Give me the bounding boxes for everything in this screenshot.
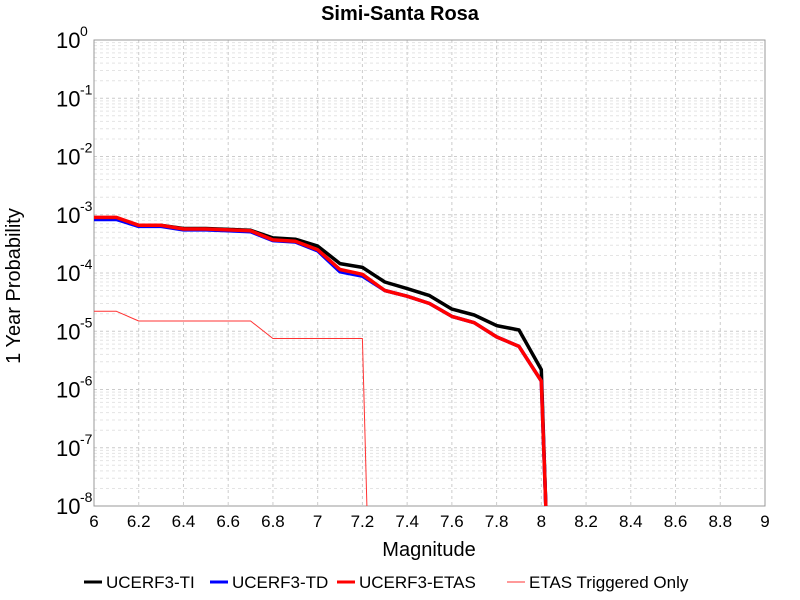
x-axis-ticks: 6 6.2 6.4 6.6 6.8 7 7.2 7.4 7.6 7.8 8 8.2 8.4 8.6 8.8 9 (89, 512, 769, 531)
x-tick-label: 6.4 (172, 512, 196, 531)
x-tick-label: 7.6 (440, 512, 464, 531)
legend-label: ETAS Triggered Only (529, 573, 689, 592)
y-tick-label: 10 -5 (56, 314, 93, 344)
y-tick-base: 10 (56, 261, 80, 286)
y-tick-base: 10 (56, 145, 80, 170)
legend-item: ETAS Triggered Only (507, 573, 689, 592)
x-tick-label: 6.8 (261, 512, 285, 531)
y-tick-label: 10 -4 (56, 256, 93, 286)
grid-minor (94, 42, 765, 489)
y-tick-exponent: -1 (80, 81, 93, 97)
y-tick-exponent: -8 (80, 489, 93, 505)
x-tick-label: 8.6 (664, 512, 688, 531)
y-tick-base: 10 (56, 378, 80, 403)
x-tick-label: 7.4 (395, 512, 419, 531)
y-tick-exponent: -6 (80, 373, 93, 389)
series-layer (94, 215, 548, 507)
grid-major (93, 39, 766, 507)
legend-item: UCERF3-TI (84, 573, 195, 592)
y-tick-base: 10 (56, 494, 80, 519)
y-tick-exponent: -4 (80, 256, 93, 272)
y-tick-label: 10 -6 (56, 373, 93, 403)
legend-label: UCERF3-ETAS (359, 573, 476, 592)
y-tick-base: 10 (56, 86, 80, 111)
legend-label: UCERF3-TD (232, 573, 328, 592)
y-tick-exponent: 0 (80, 23, 88, 39)
y-tick-label: 10 -1 (56, 81, 93, 111)
legend-item: UCERF3-TD (210, 573, 328, 592)
x-tick-label: 7.2 (351, 512, 375, 531)
y-tick-label: 10 -7 (56, 431, 93, 461)
y-tick-base: 10 (56, 319, 80, 344)
x-tick-label: 7 (313, 512, 322, 531)
x-axis-label: Magnitude (382, 539, 475, 561)
x-tick-label: 8.2 (574, 512, 598, 531)
y-tick-label: 10 -8 (56, 489, 93, 519)
plot-area (93, 39, 766, 507)
y-tick-base: 10 (56, 436, 80, 461)
x-tick-label: 8.8 (708, 512, 732, 531)
y-tick-exponent: -5 (80, 314, 93, 330)
x-tick-label: 8.4 (619, 512, 643, 531)
y-axis-label: 1 Year Probability (3, 208, 25, 364)
x-tick-label: 8 (537, 512, 546, 531)
y-tick-base: 10 (56, 28, 80, 53)
y-tick-label: 10 -3 (56, 198, 93, 228)
x-tick-label: 9 (760, 512, 769, 531)
legend-item: UCERF3-ETAS (337, 573, 476, 592)
y-tick-exponent: -2 (80, 140, 93, 156)
legend-label: UCERF3-TI (106, 573, 195, 592)
series-line-4 (94, 310, 368, 507)
y-tick-exponent: -3 (80, 198, 93, 214)
y-tick-exponent: -7 (80, 431, 93, 447)
y-tick-label: 10 0 (56, 23, 88, 53)
chart-title: Simi-Santa Rosa (321, 3, 480, 25)
series-line-2 (94, 217, 548, 507)
x-tick-label: 7.8 (485, 512, 509, 531)
x-tick-label: 6.6 (216, 512, 240, 531)
y-tick-base: 10 (56, 203, 80, 228)
legend: UCERF3-TI UCERF3-TD UCERF3-ETAS ETAS Trigge… (84, 573, 689, 592)
x-tick-label: 6 (89, 512, 98, 531)
y-tick-label: 10 -2 (56, 140, 93, 170)
x-tick-label: 6.2 (127, 512, 151, 531)
series-line-3 (94, 215, 548, 507)
